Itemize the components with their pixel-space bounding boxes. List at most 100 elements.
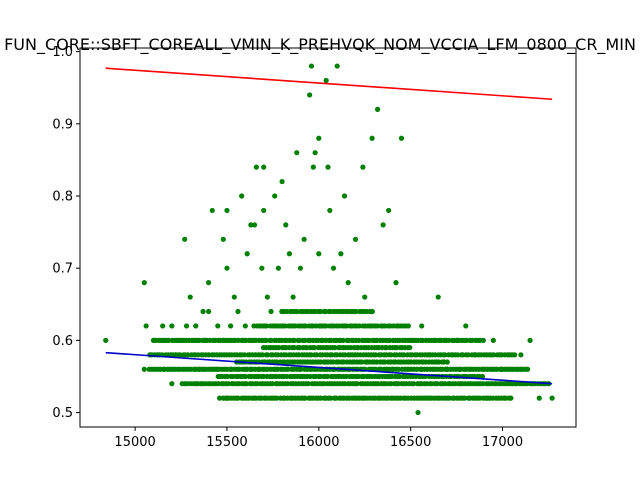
data-point	[345, 280, 351, 286]
data-point	[414, 366, 420, 372]
data-point	[353, 308, 359, 315]
data-point	[398, 135, 405, 141]
data-point	[343, 323, 350, 329]
data-point	[316, 135, 322, 141]
axes-frame	[79, 47, 577, 428]
data-point	[512, 352, 518, 358]
data-point	[150, 337, 157, 343]
data-point	[509, 381, 515, 387]
data-point	[160, 323, 166, 329]
data-point	[312, 150, 318, 156]
y-tick-label: 0.7	[52, 262, 73, 277]
data-point	[169, 323, 175, 329]
data-point	[317, 308, 323, 315]
data-point	[242, 323, 248, 329]
data-point	[508, 395, 514, 401]
data-point	[244, 251, 250, 257]
data-point	[328, 395, 334, 401]
data-point	[193, 323, 199, 329]
data-point	[220, 236, 226, 242]
data-point	[334, 63, 340, 69]
data-point	[298, 366, 304, 372]
data-point	[419, 323, 425, 329]
data-point	[499, 366, 506, 372]
data-point	[209, 207, 215, 214]
data-point	[143, 323, 149, 329]
y-tick-label: 1.0	[52, 45, 73, 60]
data-point	[284, 308, 290, 315]
chart-title: FUN_CORE::SBFT_COREALL_VMIN_K_PREHVQK_NO…	[4, 35, 636, 55]
data-point	[395, 366, 402, 372]
data-point	[380, 222, 386, 228]
data-point	[490, 337, 496, 343]
data-point	[305, 381, 311, 387]
data-point	[338, 251, 344, 257]
data-point	[302, 395, 308, 401]
data-point	[369, 135, 375, 141]
data-point	[274, 395, 280, 401]
data-point	[446, 395, 452, 401]
data-point	[217, 395, 223, 401]
data-point	[323, 323, 329, 329]
data-point	[235, 308, 241, 315]
data-point	[228, 323, 234, 329]
data-point	[349, 308, 355, 315]
data-point	[276, 344, 282, 351]
data-point	[323, 77, 329, 84]
data-point	[187, 294, 193, 300]
data-point	[354, 381, 360, 387]
data-point	[332, 344, 338, 351]
data-point	[325, 373, 331, 380]
data-point	[352, 236, 359, 242]
data-point	[261, 207, 267, 214]
data-point	[103, 337, 109, 343]
data-point	[279, 323, 285, 329]
data-point	[172, 352, 179, 358]
data-point	[514, 366, 520, 372]
data-point	[472, 352, 478, 358]
data-point	[285, 366, 291, 372]
data-point	[141, 366, 147, 372]
data-point	[319, 323, 326, 329]
data-point	[426, 352, 432, 358]
plot-area	[103, 63, 555, 416]
data-point	[251, 222, 258, 228]
data-point	[435, 294, 441, 300]
data-point	[327, 207, 333, 214]
data-point	[359, 359, 365, 365]
data-point	[200, 308, 206, 315]
data-point	[253, 164, 259, 170]
data-point	[386, 207, 392, 214]
data-point	[297, 265, 304, 271]
data-point	[269, 381, 275, 387]
data-point	[393, 280, 399, 286]
data-point	[408, 337, 414, 343]
x-tick-label: 17000	[482, 435, 523, 450]
y-tick-label: 0.6	[52, 334, 73, 349]
data-point	[240, 337, 247, 343]
data-point	[286, 251, 293, 257]
x-tick-label: 15000	[114, 435, 155, 450]
y-tick-label: 0.8	[52, 189, 73, 204]
data-point	[518, 352, 524, 358]
data-point	[436, 359, 442, 365]
data-point	[202, 337, 208, 343]
upper-fit-line	[105, 67, 553, 101]
data-point	[183, 323, 190, 329]
data-point	[294, 150, 300, 156]
data-point	[243, 381, 250, 387]
data-point	[272, 193, 278, 199]
axes: 15000 15500 16000 16500 17000 0.5 0.6 0.7 0.8 0.9…	[52, 45, 577, 450]
data-point	[446, 337, 452, 343]
data-point	[481, 366, 487, 372]
data-point	[341, 193, 348, 199]
x-tick-label: 15500	[206, 435, 247, 450]
data-point	[491, 352, 497, 358]
data-point	[165, 337, 171, 343]
data-point	[291, 337, 297, 343]
data-point	[549, 395, 555, 401]
data-point	[220, 337, 226, 343]
data-point	[301, 236, 307, 242]
data-point	[375, 106, 381, 112]
data-point	[263, 337, 269, 343]
